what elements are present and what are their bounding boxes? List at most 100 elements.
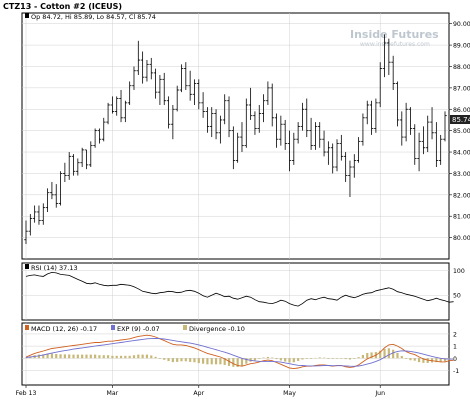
macd-panel-frame [21,322,450,386]
price-bar [119,90,123,123]
watermark-brand: Inside Futures [350,28,439,41]
price-bar [270,83,275,127]
price-bar [196,79,201,110]
divergence-bar [111,355,114,359]
price-bar [387,38,391,76]
price-bar [28,214,33,236]
divergence-bar [232,358,235,367]
price-bar [222,94,227,125]
divergence-bar [297,358,300,361]
price-bar [201,92,205,118]
divergence-bar [46,354,49,359]
price-bar [179,64,184,93]
price-bar [248,87,253,120]
price-bar [374,98,378,133]
price-bar [54,184,59,208]
price-grid [22,13,449,259]
divergence-bar [392,349,395,359]
price-y-tick-label: 87.00 [453,85,470,92]
price-bar [127,81,132,105]
macd-legend: MACD (12, 26) -0.17 [31,325,97,333]
price-y-tick-label: 86.00 [453,107,470,114]
divergence-bar [72,354,75,359]
price-bars [24,34,447,245]
price-bar [88,141,93,168]
price-y-axis: 80.00 81.00 82.00 83.00 84.00 85.00 86.00 87.00… [449,21,470,242]
price-bar [67,152,71,180]
divergence-bar [266,356,269,359]
price-y-tick-label: 84.00 [453,150,470,157]
price-bar [166,96,171,129]
divergence-bar [59,354,62,359]
price-bar [443,111,447,142]
divergence-bar [292,358,295,363]
divergence-bar [366,353,369,359]
divergence-bar [405,358,408,359]
price-bar [175,85,179,112]
price-y-tick-label: 85.00 [453,128,470,135]
divergence-bar [150,355,153,359]
price-bar [434,122,439,168]
price-y-tick-label: 83.00 [453,171,470,178]
divergence-bar [314,357,317,359]
price-bar [369,100,374,135]
divergence-bar [214,358,218,365]
x-tick-label: Mar [107,390,119,397]
price-bar [240,122,244,153]
price-bar [218,115,223,144]
macd-y-tick-label: 1 [453,344,457,351]
price-bar [244,98,249,148]
price-bar [317,122,322,148]
x-tick-label: Feb 13 [16,390,37,397]
divergence-bar [275,358,278,360]
price-bar [313,122,318,150]
price-bar [80,147,84,168]
price-bar [136,40,141,76]
rsi-line [25,271,454,307]
rsi-legend: RSI (14) 37.13 [31,264,78,272]
price-bar [41,203,46,225]
price-bar [438,134,443,165]
divergence-bar [89,354,92,359]
divergence-bar [223,358,226,365]
divergence-bar [240,358,244,367]
divergence-bar [163,358,166,360]
price-bar [205,107,210,133]
macd-y-tick-label: 2 [453,331,457,338]
divergence-bar [435,358,438,363]
last-price-label: 85.74 [452,116,470,124]
price-bar [339,134,344,161]
price-bar [300,102,305,131]
divergence-bar [361,354,365,359]
divergence-bar [340,358,343,359]
divergence-bar [128,355,131,359]
price-bar [361,113,365,146]
price-bar [304,98,309,138]
divergence-bar [422,358,425,363]
divergence-bar [327,358,330,359]
divergence-bar [279,358,282,361]
price-bar [231,126,236,170]
exp-legend-swatch [111,325,115,330]
divergence-bar [387,348,390,359]
price-bar [214,109,218,140]
divergence-bar [322,357,326,359]
divergence-bar [141,354,144,359]
price-bar [356,137,361,163]
price-bar [50,181,54,200]
divergence-bar [335,358,339,359]
price-bar [261,94,266,123]
price-bar [274,113,279,148]
divergence-bar [439,358,442,362]
price-bar [412,124,417,165]
macd-divergence-bars [24,348,455,368]
divergence-bar [348,358,352,360]
divergence-bar [42,354,45,359]
price-bar [114,96,119,116]
divergence-bar [154,356,157,359]
price-bar [292,132,296,165]
price-bar [348,160,352,197]
price-y-tick-label: 88.00 [453,64,470,71]
price-bar [391,55,395,91]
